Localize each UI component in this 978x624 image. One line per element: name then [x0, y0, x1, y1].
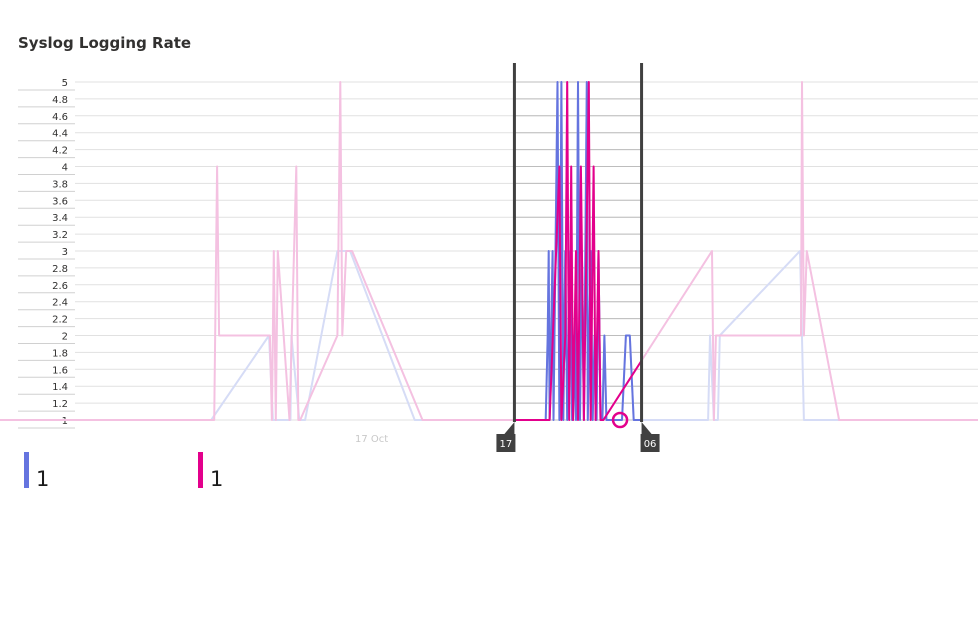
chart-title: Syslog Logging Rate: [18, 34, 192, 52]
x-axis-ticks: 17 Oct: [355, 434, 388, 445]
brush-handle-arrow: [504, 422, 515, 434]
y-tick-label: 4.2: [52, 146, 68, 157]
y-tick-label: 4: [62, 163, 68, 174]
legend-swatch: [198, 452, 203, 488]
y-tick-label: 2.8: [52, 264, 68, 275]
legend-swatch: [24, 452, 29, 488]
series-line: [514, 81, 642, 421]
y-tick-label: 1: [62, 416, 68, 427]
y-tick-label: 4.4: [52, 129, 68, 140]
y-tick-label: 1.6: [52, 365, 68, 376]
y-tick-label: 4.6: [52, 112, 68, 123]
brush-handle-end[interactable]: 06: [640, 422, 660, 452]
series-line: [514, 81, 642, 421]
brush-handle-start[interactable]: 17: [496, 422, 516, 452]
y-tick-label: 2.2: [52, 315, 68, 326]
y-tick-label: 1.8: [52, 348, 68, 359]
brush-handle-label: 17: [500, 439, 513, 450]
y-tick-label: 3.8: [52, 179, 68, 190]
x-tick-label: 17 Oct: [355, 434, 388, 445]
y-tick-label: 2: [62, 332, 68, 343]
legend-value: 1: [36, 467, 50, 491]
y-tick-label: 3.6: [52, 196, 68, 207]
y-tick-label: 3.4: [52, 213, 68, 224]
y-axis-ticks: 5 4.8 4.6 4.4 4.2 4 3.8 3.6 3.4 3.2 3 2.8 2.6 2.4 2.2 2…: [18, 78, 75, 429]
y-tick-label: 4.8: [52, 95, 68, 106]
gridlines: [75, 81, 978, 421]
y-tick-label: 2.4: [52, 298, 68, 309]
y-tick-label: 5: [62, 78, 68, 89]
y-tick-label: 3: [62, 247, 68, 258]
time-brush: 17 06: [496, 63, 660, 452]
y-tick-label: 1.4: [52, 382, 68, 393]
series-lines: [0, 81, 978, 429]
hover-point-marker: [611, 411, 629, 429]
brush-handle-arrow: [641, 422, 652, 434]
brush-handle-label: 06: [644, 439, 657, 450]
line-chart[interactable]: 5 4.8 4.6 4.4 4.2 4 3.8 3.6 3.4 3.2 3 2.8 2.6 2.4 2.2 2…: [0, 0, 978, 500]
brush-handle-box: [496, 434, 516, 452]
y-tick-label: 2.6: [52, 281, 68, 292]
brush-handle-box: [640, 434, 660, 452]
legend-value: 1: [210, 467, 224, 491]
y-tick-label: 1.2: [52, 399, 68, 410]
y-tick-label: 3.2: [52, 230, 68, 241]
